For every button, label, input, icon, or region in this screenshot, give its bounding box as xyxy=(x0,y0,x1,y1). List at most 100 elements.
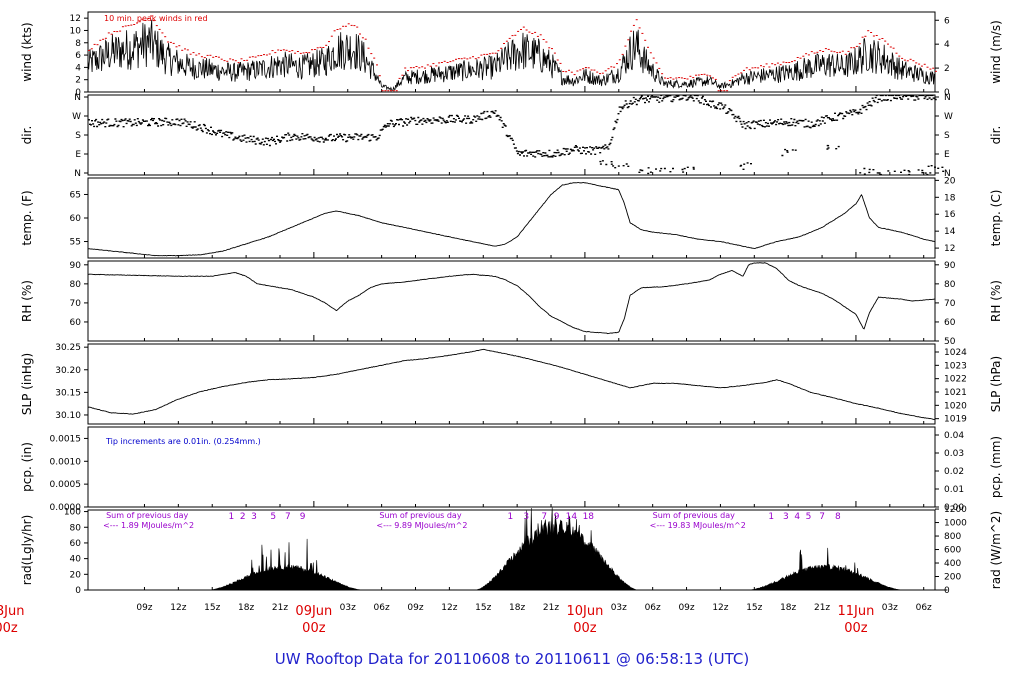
right-tick-label: 60 xyxy=(944,318,956,328)
peak-wind-point xyxy=(858,43,861,45)
peak-wind-point xyxy=(90,48,93,50)
rh-series xyxy=(87,262,935,335)
peak-wind-point xyxy=(559,62,562,64)
peak-wind-point xyxy=(452,60,455,62)
peak-wind-point xyxy=(872,35,875,37)
peak-wind-point xyxy=(675,77,678,79)
peak-wind-point xyxy=(102,38,105,40)
peak-wind-point xyxy=(635,19,638,21)
left-tick-label: 60 xyxy=(70,318,82,328)
peak-wind-point xyxy=(164,36,167,38)
day-label-time: 00z xyxy=(302,621,326,636)
time-tick-label: 06z xyxy=(645,603,661,613)
time-tick-label: 18z xyxy=(780,603,796,613)
left-axis-label-dir: dir. xyxy=(20,126,34,145)
wind-direction-points-secondary xyxy=(599,144,945,176)
peak-wind-point xyxy=(367,47,370,49)
peak-wind-point xyxy=(539,34,542,36)
peak-wind-point xyxy=(463,57,466,59)
day-label-date: 11Jun xyxy=(838,604,875,619)
peak-wind-point xyxy=(929,68,932,70)
peak-wind-point xyxy=(607,68,610,70)
peak-wind-point xyxy=(768,66,771,68)
peak-wind-point xyxy=(347,23,350,25)
peak-wind-point xyxy=(136,22,138,24)
peak-wind-point xyxy=(610,66,613,68)
peak-wind-point xyxy=(655,62,658,64)
peak-wind-point xyxy=(774,64,777,66)
peak-wind-point xyxy=(282,49,285,51)
left-tick-label: 60 xyxy=(70,539,82,549)
left-tick-label: 6 xyxy=(75,51,81,61)
time-tick-label: 09z xyxy=(136,603,152,613)
peak-wind-point xyxy=(881,38,884,39)
peak-wind-point xyxy=(813,52,816,54)
peak-wind-point xyxy=(522,26,525,28)
wind-direction-points xyxy=(88,94,937,158)
peak-wind-point xyxy=(680,77,683,79)
peak-wind-point xyxy=(260,55,263,56)
right-axis-label-rad: rad (W/m^2) xyxy=(989,511,1003,589)
sum-previous-day-value: <--- 9.89 MJoules/m^2 xyxy=(376,521,467,530)
peak-wind-point xyxy=(280,49,282,51)
panel-frame-pcp xyxy=(87,426,936,508)
left-tick-label: 2 xyxy=(75,76,81,86)
peak-wind-point xyxy=(141,19,144,21)
peak-wind-point xyxy=(217,56,220,58)
peak-wind-point xyxy=(534,31,537,33)
peak-wind-point xyxy=(903,59,906,61)
peak-wind-point xyxy=(263,54,265,56)
peak-wind-point xyxy=(760,65,762,67)
peak-wind-point xyxy=(870,32,873,33)
peak-wind-point xyxy=(175,46,178,48)
sun-hour-label: 18 xyxy=(583,512,595,522)
peak-wind-point xyxy=(855,45,858,47)
peak-wind-point xyxy=(545,41,548,43)
time-tick-label: 09z xyxy=(407,603,423,613)
peak-wind-point xyxy=(935,70,937,72)
sun-hour-label: 3 xyxy=(251,512,257,522)
right-tick-label: 400 xyxy=(944,559,961,569)
peak-wind-point xyxy=(184,48,186,50)
day-label-time: 00z xyxy=(573,621,597,636)
right-axis-label-slp: SLP (hPa) xyxy=(989,356,1003,412)
sun-hour-label: 7 xyxy=(541,512,547,522)
peak-wind-point xyxy=(155,25,158,27)
tip-increment-note: Tip increments are 0.01in. (0.254mm.) xyxy=(105,437,261,446)
temp-series xyxy=(87,182,935,257)
right-tick-label: 1019 xyxy=(944,415,967,425)
time-tick-label: 09z xyxy=(678,603,694,613)
day-label-date: 09Jun xyxy=(295,604,332,619)
sun-hour-label: 5 xyxy=(270,512,276,522)
peak-wind-point xyxy=(517,30,520,32)
peak-wind-point xyxy=(440,62,443,63)
peak-wind-point xyxy=(520,29,522,30)
sun-hour-label: 3 xyxy=(523,512,529,522)
peak-wind-point xyxy=(254,56,257,58)
left-tick-label: 70 xyxy=(70,299,82,309)
peak-wind-point xyxy=(714,78,717,80)
peak-wind-point xyxy=(621,53,624,55)
peak-wind-point xyxy=(700,74,703,75)
peak-wind-point xyxy=(152,20,155,22)
peak-wind-point xyxy=(127,25,130,27)
peak-wind-point xyxy=(311,49,313,51)
peak-wind-point xyxy=(322,47,325,48)
day-label-time: 00z xyxy=(844,621,868,636)
right-tick-label: 6 xyxy=(944,16,950,26)
chart-title: UW Rooftop Data for 20110608 to 20110611… xyxy=(274,650,750,668)
time-tick-label: 06z xyxy=(916,603,932,613)
peak-wind-point xyxy=(731,76,734,78)
peak-wind-point xyxy=(226,60,229,62)
peak-wind-point xyxy=(864,35,867,37)
peak-wind-point xyxy=(932,67,935,69)
peak-wind-point xyxy=(248,56,251,58)
peak-wind-point xyxy=(325,44,328,46)
left-tick-label: 30.20 xyxy=(55,366,81,376)
right-tick-label: 70 xyxy=(944,299,956,309)
right-tick-label: 1000 xyxy=(944,519,967,529)
right-tick-label: E xyxy=(944,150,950,160)
right-tick-label: 0.03 xyxy=(944,449,964,459)
sun-hour-label: 1 xyxy=(508,512,514,522)
peak-wind-point xyxy=(853,47,856,49)
